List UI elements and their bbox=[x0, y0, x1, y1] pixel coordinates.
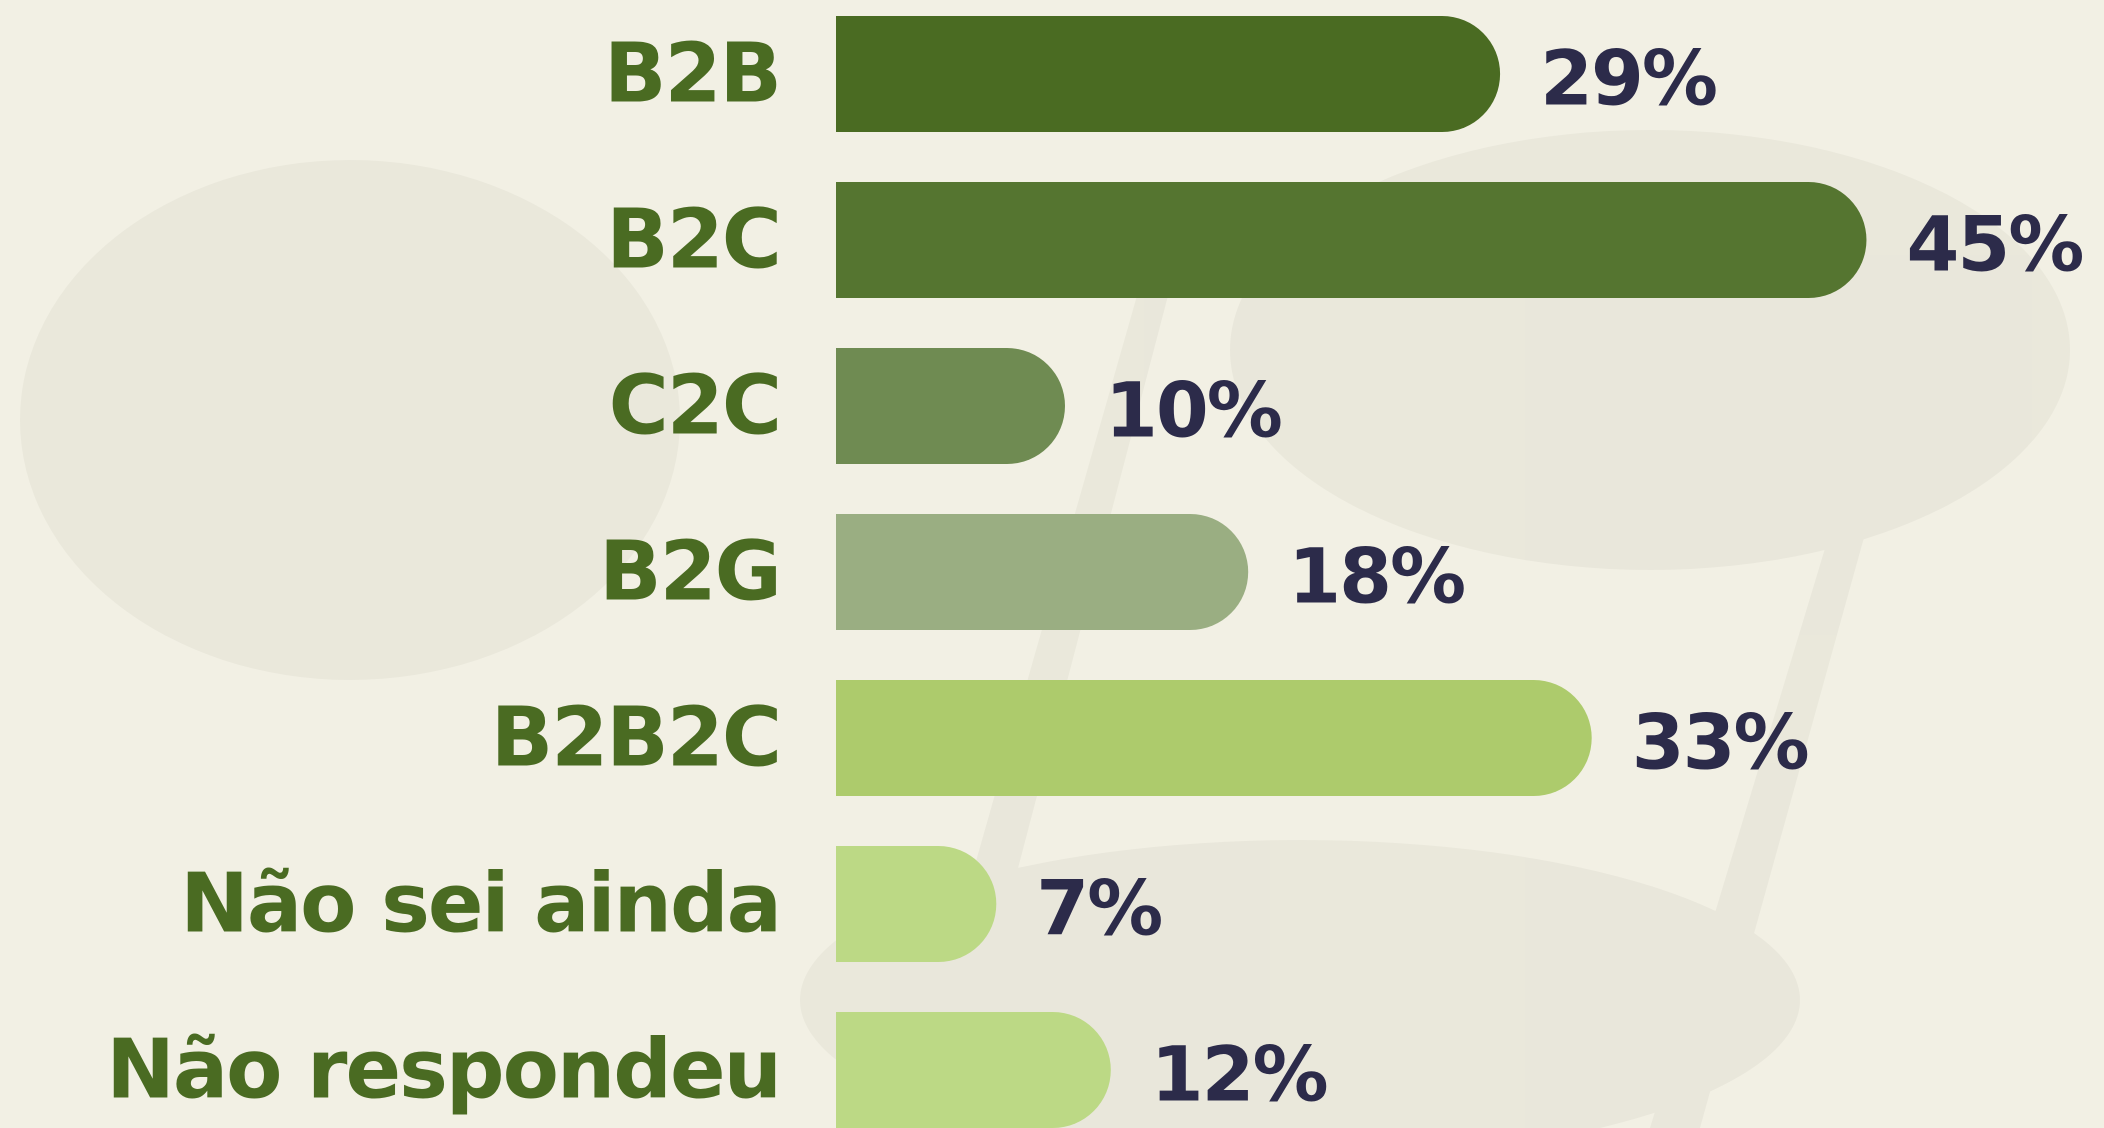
value-label: 12% bbox=[1151, 1030, 1327, 1119]
value-label: 7% bbox=[1036, 864, 1161, 953]
value-label: 33% bbox=[1632, 698, 1808, 787]
value-label: 45% bbox=[1907, 200, 2083, 289]
category-label: B2C bbox=[606, 193, 780, 288]
bar bbox=[836, 16, 1501, 132]
value-label: 29% bbox=[1540, 34, 1716, 123]
bar bbox=[836, 680, 1592, 796]
bar bbox=[836, 514, 1249, 630]
category-label: B2B2C bbox=[491, 691, 780, 786]
category-label: B2G bbox=[599, 525, 780, 620]
bar bbox=[836, 1012, 1111, 1128]
value-label: 18% bbox=[1288, 532, 1464, 621]
value-label: 10% bbox=[1105, 366, 1281, 455]
category-label: B2B bbox=[604, 27, 780, 122]
category-label: C2C bbox=[609, 359, 780, 454]
bar bbox=[836, 348, 1065, 464]
bar bbox=[836, 182, 1867, 298]
category-label: Não sei ainda bbox=[180, 857, 780, 952]
category-label: Não respondeu bbox=[106, 1023, 780, 1118]
bar bbox=[836, 846, 997, 962]
